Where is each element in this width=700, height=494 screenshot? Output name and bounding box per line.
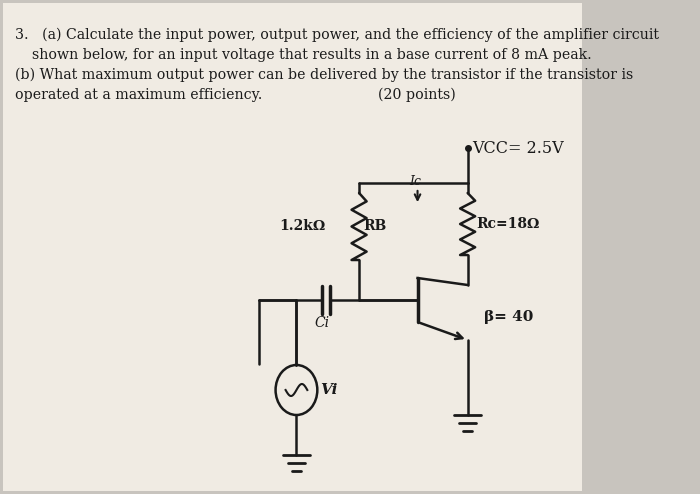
- Text: β= 40: β= 40: [484, 310, 533, 324]
- Text: 1.2kΩ: 1.2kΩ: [280, 219, 326, 233]
- Text: operated at a maximum efficiency.: operated at a maximum efficiency.: [15, 88, 262, 102]
- Text: Ic: Ic: [410, 175, 421, 188]
- Text: Vi: Vi: [320, 383, 337, 397]
- Text: Ci: Ci: [315, 316, 330, 330]
- Text: (20 points): (20 points): [378, 88, 456, 102]
- Text: RB: RB: [363, 219, 386, 233]
- Text: (b) What maximum output power can be delivered by the transistor if the transist: (b) What maximum output power can be del…: [15, 68, 634, 82]
- Text: shown below, for an input voltage that results in a base current of 8 mA peak.: shown below, for an input voltage that r…: [32, 48, 592, 62]
- Text: VCC= 2.5V: VCC= 2.5V: [472, 140, 564, 157]
- Text: 3.   (a) Calculate the input power, output power, and the efficiency of the ampl: 3. (a) Calculate the input power, output…: [15, 28, 659, 42]
- Text: Rc=18Ω: Rc=18Ω: [476, 217, 540, 231]
- FancyBboxPatch shape: [3, 3, 582, 491]
